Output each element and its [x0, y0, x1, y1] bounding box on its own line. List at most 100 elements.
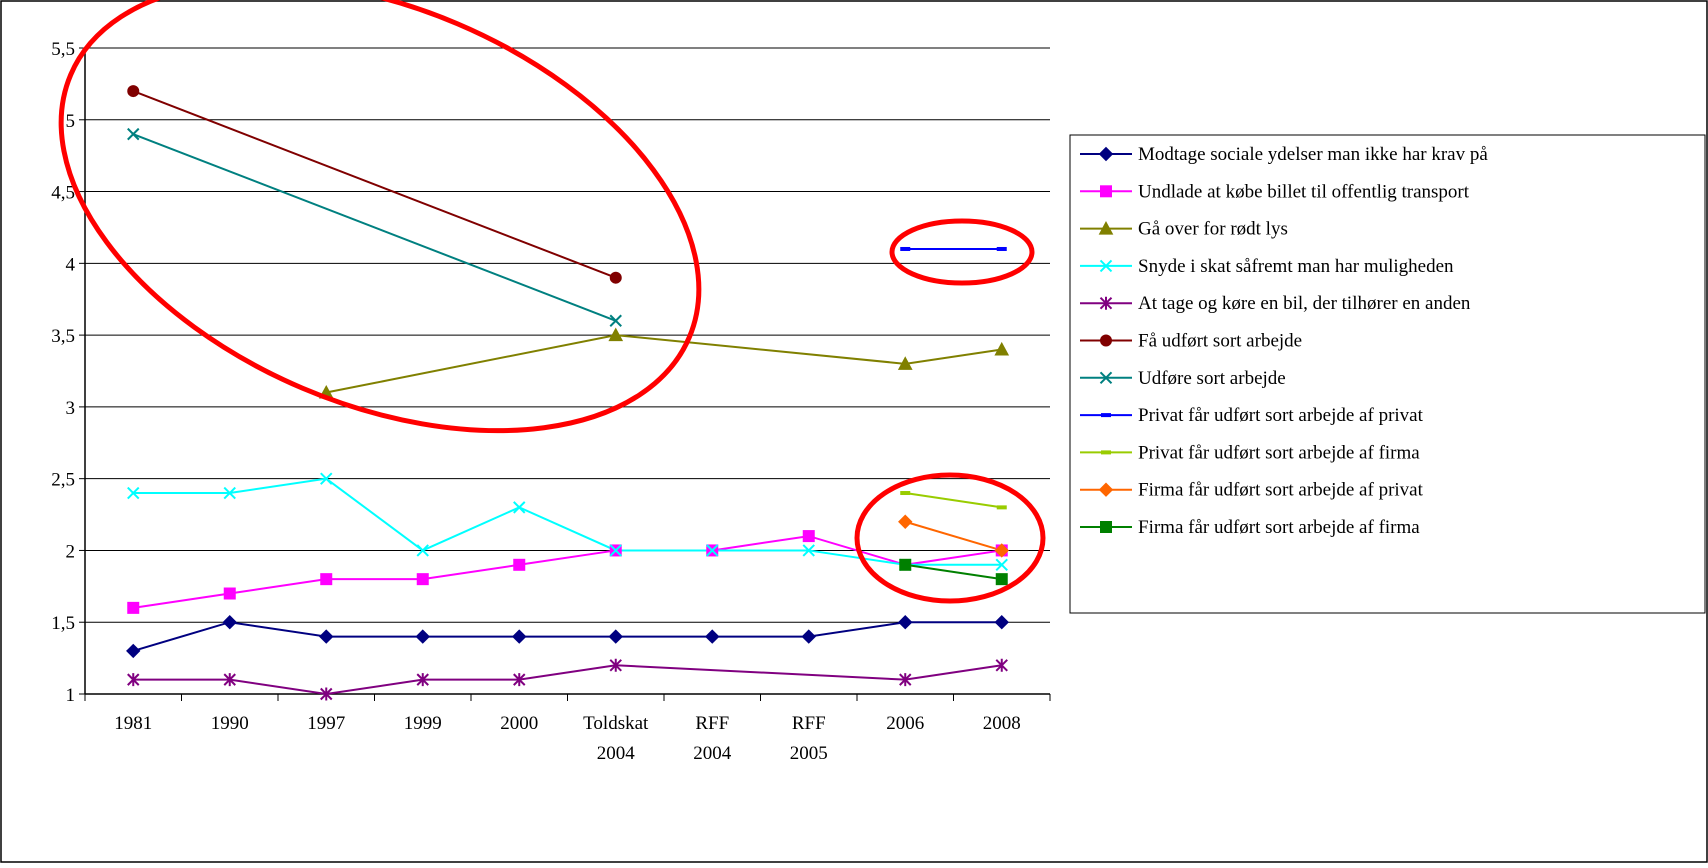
x-tick-label: Toldskat 2004	[583, 713, 649, 764]
data-point-marker	[994, 543, 1009, 558]
series-line-9	[904, 520, 1003, 552]
y-tick-label: 3,5	[51, 326, 75, 347]
x-tick-label: 2000	[500, 713, 538, 734]
legend-item: At tage og køre en bil, der tilhører en …	[1080, 293, 1471, 314]
data-point-marker	[897, 356, 913, 370]
legend-item: Privat får udført sort arbejde af privat	[1080, 405, 1424, 426]
data-point-marker	[996, 505, 1007, 510]
data-point-marker	[512, 629, 527, 644]
data-point-marker	[801, 629, 816, 644]
data-point-marker	[899, 558, 912, 571]
series-lines	[132, 90, 1003, 696]
legend-label: Privat får udført sort arbejde af privat	[1138, 405, 1424, 426]
series-line-5	[132, 90, 617, 279]
highlight-ellipse-black-work	[58, 0, 702, 434]
x-tick-labels: 1981 1990 1997 1999 2000 Toldskat 2004 RFF 2004 R…	[114, 713, 1021, 764]
data-point-marker	[223, 587, 236, 600]
series-line-8	[905, 492, 1002, 509]
x-tick-label: RFF 2004	[693, 713, 732, 764]
y-tick-labels: 1 1,5 2 2,5 3 3,5 4 4,5 5 5,5	[51, 39, 75, 706]
axes	[79, 47, 1051, 701]
legend-item: Privat får udført sort arbejde af firma	[1080, 442, 1420, 463]
data-point-marker	[900, 491, 911, 496]
y-tick-label: 5,5	[51, 39, 75, 60]
data-point-marker	[996, 246, 1007, 251]
series-markers	[126, 85, 1010, 701]
data-point-marker	[127, 85, 140, 98]
series-line-0	[132, 621, 1002, 652]
legend-label: Firma får udført sort arbejde af firma	[1138, 517, 1420, 538]
data-point-marker	[127, 673, 140, 687]
legend-label: Få udført sort arbejde	[1138, 331, 1302, 352]
y-tick-label: 2	[66, 541, 76, 562]
data-point-marker	[223, 486, 236, 500]
legend-marker	[1098, 482, 1114, 497]
x-tick-label: 2008	[983, 713, 1021, 734]
data-point-marker	[995, 558, 1008, 572]
x-tick-label: 1981	[114, 713, 152, 734]
data-point-marker	[898, 514, 913, 529]
data-point-marker	[320, 472, 333, 485]
data-point-marker	[899, 673, 912, 687]
data-point-marker	[608, 629, 623, 644]
legend-marker	[1100, 521, 1112, 533]
data-point-marker	[995, 573, 1008, 586]
legend-marker	[1098, 146, 1114, 162]
data-point-marker	[223, 673, 236, 687]
legend-marker	[1099, 296, 1113, 310]
data-point-marker	[126, 643, 141, 659]
data-point-marker	[415, 629, 430, 644]
legend-item: Firma får udført sort arbejde af firma	[1080, 517, 1420, 538]
data-point-marker	[127, 486, 140, 500]
data-point-marker	[127, 601, 140, 614]
legend-label: Udføre sort arbejde	[1138, 368, 1286, 389]
data-point-marker	[416, 573, 429, 586]
x-tick-label: 1990	[211, 713, 249, 734]
data-point-marker	[320, 573, 333, 586]
series-line-2	[326, 334, 1002, 394]
y-tick-label: 4,5	[51, 183, 75, 204]
data-point-marker	[994, 341, 1010, 356]
data-point-marker	[513, 501, 526, 514]
legend-marker	[1100, 185, 1112, 198]
legend-marker	[1100, 334, 1112, 347]
highlight-ellipse-company-series	[854, 472, 1046, 604]
y-tick-label: 1	[66, 685, 76, 706]
legend-label: Privat får udført sort arbejde af firma	[1138, 442, 1420, 463]
series-line-10	[905, 563, 1002, 581]
data-point-marker	[609, 658, 622, 672]
data-point-marker	[319, 629, 334, 644]
legend-label: Undlade at købe billet til offentlig tra…	[1138, 181, 1470, 202]
data-point-marker	[513, 673, 526, 687]
data-point-marker	[609, 544, 622, 557]
legend-marker	[1099, 259, 1113, 273]
y-tick-label: 1,5	[51, 613, 75, 634]
data-point-marker	[898, 615, 913, 630]
legend-item: Firma får udført sort arbejde af privat	[1080, 480, 1424, 501]
y-tick-label: 4	[66, 254, 76, 275]
data-point-marker	[609, 271, 622, 284]
legend-marker	[1098, 221, 1114, 235]
data-point-marker	[608, 327, 624, 342]
highlight-ellipse-private-private	[889, 218, 1035, 286]
data-point-marker	[127, 127, 140, 141]
legend-item: Modtage sociale ydelser man ikke har kra…	[1080, 144, 1488, 165]
legend-marker	[1101, 413, 1111, 418]
x-tick-label: 2006	[886, 713, 924, 734]
legend-label: Gå over for rødt lys	[1138, 219, 1288, 240]
legend-item: Udføre sort arbejde	[1080, 368, 1286, 389]
data-point-marker	[900, 246, 911, 251]
legend-marker	[1099, 371, 1113, 385]
data-point-marker	[802, 530, 815, 543]
y-tick-label: 3	[66, 398, 76, 419]
data-point-marker	[222, 615, 237, 630]
series-line-4	[133, 664, 1002, 696]
legend-marker	[1101, 450, 1111, 455]
y-tick-label: 2,5	[51, 470, 75, 491]
data-point-marker	[705, 629, 720, 644]
data-point-marker	[994, 615, 1009, 630]
gridlines	[85, 47, 1050, 623]
legend-label: Modtage sociale ydelser man ikke har kra…	[1138, 144, 1488, 165]
